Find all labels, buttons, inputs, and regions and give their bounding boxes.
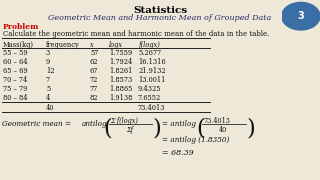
Text: 12: 12 [46, 67, 54, 75]
Text: 75 – 79: 75 – 79 [3, 85, 28, 93]
Text: 57: 57 [90, 49, 98, 57]
Text: 1.7924: 1.7924 [109, 58, 132, 66]
Text: 1.7559: 1.7559 [109, 49, 132, 57]
Text: f(logx): f(logx) [138, 41, 160, 49]
Text: antilog: antilog [82, 120, 108, 128]
Text: = antilog (1.8350): = antilog (1.8350) [162, 136, 229, 144]
Text: 4: 4 [46, 94, 50, 102]
Text: Calculate the geometric mean and harmonic mean of the data in the table.: Calculate the geometric mean and harmoni… [3, 30, 269, 38]
Text: 5.2677: 5.2677 [138, 49, 161, 57]
Text: 73.4013: 73.4013 [203, 117, 230, 125]
Text: = 68.39: = 68.39 [162, 149, 194, 157]
Text: Geometric mean =: Geometric mean = [2, 120, 71, 128]
Text: 62: 62 [90, 58, 99, 66]
Text: 5: 5 [46, 85, 50, 93]
Text: 60 – 64: 60 – 64 [3, 58, 28, 66]
Text: logx: logx [109, 41, 123, 49]
Text: 1.8261: 1.8261 [109, 67, 132, 75]
Text: 21.9132: 21.9132 [138, 67, 166, 75]
Text: 9: 9 [46, 58, 50, 66]
Text: Statistics: Statistics [133, 6, 187, 15]
Text: 65 – 69: 65 – 69 [3, 67, 28, 75]
Text: 3: 3 [297, 11, 304, 21]
Text: frequency: frequency [46, 41, 80, 49]
Text: 1.8573: 1.8573 [109, 76, 132, 84]
Text: 1.9138: 1.9138 [109, 94, 132, 102]
Text: 80 – 84: 80 – 84 [3, 94, 28, 102]
Text: 67: 67 [90, 67, 98, 75]
Text: 7.6552: 7.6552 [138, 94, 161, 102]
Text: 1.8865: 1.8865 [109, 85, 132, 93]
Text: 77: 77 [90, 85, 98, 93]
Text: = antilog: = antilog [162, 120, 196, 128]
Ellipse shape [282, 2, 320, 30]
Text: 73.4013: 73.4013 [138, 104, 165, 112]
Text: 16.1316: 16.1316 [138, 58, 166, 66]
Text: Σ f(logx): Σ f(logx) [110, 117, 138, 125]
Text: Mass(kg): Mass(kg) [3, 41, 34, 49]
Text: 70 – 74: 70 – 74 [3, 76, 28, 84]
Text: 55 – 59: 55 – 59 [3, 49, 28, 57]
Text: ): ) [152, 117, 161, 139]
Text: 72: 72 [90, 76, 98, 84]
Text: Geometric Mean and Harmonic Mean of Grouped Data: Geometric Mean and Harmonic Mean of Grou… [48, 14, 272, 22]
Text: 13.0011: 13.0011 [138, 76, 165, 84]
Text: 9.4325: 9.4325 [138, 85, 162, 93]
Text: 82: 82 [90, 94, 99, 102]
Text: 3: 3 [46, 49, 50, 57]
Text: 7: 7 [46, 76, 50, 84]
Text: (: ( [196, 117, 204, 139]
Text: (: ( [103, 117, 112, 139]
Text: 40: 40 [46, 104, 54, 112]
Text: Σf: Σf [126, 126, 133, 134]
Text: ): ) [246, 117, 255, 139]
Text: x: x [90, 41, 94, 49]
Text: 40: 40 [219, 126, 227, 134]
Text: Problem: Problem [3, 23, 39, 31]
